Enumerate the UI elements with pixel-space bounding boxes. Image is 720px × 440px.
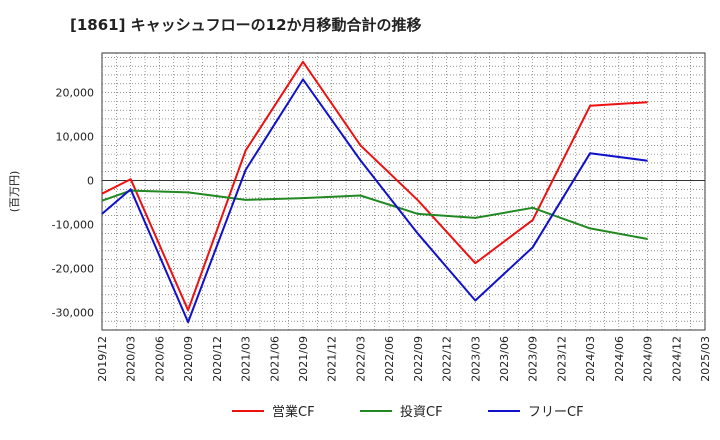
x-tick-label: 2021/03 bbox=[240, 336, 253, 382]
y-tick-label: 0 bbox=[87, 175, 94, 188]
x-tick-label: 2023/12 bbox=[555, 336, 568, 382]
x-tick-label: 2022/03 bbox=[354, 336, 367, 382]
x-tick-label: 2020/06 bbox=[153, 336, 166, 382]
x-tick-label: 2023/03 bbox=[469, 336, 482, 382]
x-tick-label: 2024/12 bbox=[670, 336, 683, 382]
x-tick-label: 2021/12 bbox=[326, 336, 339, 382]
x-tick-label: 2025/03 bbox=[699, 336, 712, 382]
x-tick-label: 2024/03 bbox=[584, 336, 597, 382]
chart-title: [1861] キャッシュフローの12か月移動合計の推移 bbox=[70, 16, 422, 34]
series-line-0 bbox=[101, 60, 648, 312]
x-tick-label: 2020/09 bbox=[182, 336, 195, 382]
x-tick-label: 2022/06 bbox=[383, 336, 396, 382]
legend-label-2: フリーCF bbox=[528, 405, 584, 420]
x-tick-label: 2021/09 bbox=[297, 336, 310, 382]
y-tick-label: -10,000 bbox=[52, 218, 94, 231]
x-tick-label: 2020/12 bbox=[211, 336, 224, 382]
x-tick-label: 2024/09 bbox=[642, 336, 655, 382]
x-tick-label: 2021/06 bbox=[268, 336, 281, 382]
y-tick-label: 10,000 bbox=[56, 131, 95, 144]
x-tick-label: 2023/06 bbox=[498, 336, 511, 382]
y-axis-ticks: 20,000 10,000 0 -10,000 -20,000 -30,000 bbox=[52, 87, 94, 320]
series-layer bbox=[101, 60, 648, 324]
y-tick-label: 20,000 bbox=[56, 87, 95, 100]
legend-label-1: 投資CF bbox=[400, 404, 443, 420]
y-tick-label: -30,000 bbox=[52, 306, 94, 319]
x-axis-ticks: 2019/12 2020/03 2020/06 2020/09 2020/12 2021/… bbox=[96, 336, 712, 382]
legend: 営業CF 投資CF フリーCF bbox=[232, 404, 584, 420]
x-tick-label: 2020/03 bbox=[125, 336, 138, 382]
legend-label-0: 営業CF bbox=[272, 404, 315, 420]
series-line-2 bbox=[101, 78, 648, 324]
y-axis-label: (百万円) bbox=[8, 171, 21, 213]
x-tick-label: 2023/09 bbox=[527, 336, 540, 382]
x-tick-label: 2024/06 bbox=[613, 336, 626, 382]
x-tick-label: 2022/12 bbox=[441, 336, 454, 382]
x-tick-label: 2019/12 bbox=[96, 336, 109, 382]
x-tick-label: 2022/09 bbox=[412, 336, 425, 382]
y-tick-label: -20,000 bbox=[52, 262, 94, 275]
